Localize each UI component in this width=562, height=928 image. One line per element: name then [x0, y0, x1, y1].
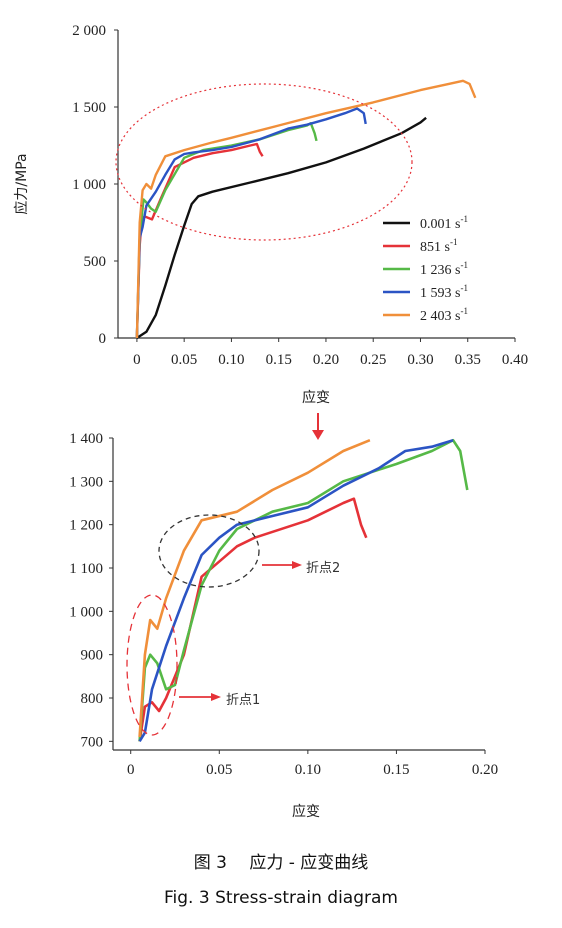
bottom-x-tick-label: 0.05	[206, 762, 232, 778]
bottom-x-tick-label: 0.20	[472, 762, 498, 778]
top-series-line	[136, 116, 427, 340]
top-dotted-ellipse	[115, 83, 413, 241]
legend-entry: 1 236 s-1	[420, 260, 468, 278]
top-series-line	[135, 79, 477, 339]
legend-exponent: -1	[460, 283, 468, 293]
knee-point-2-ellipse	[158, 514, 260, 588]
bottom-series-line	[138, 438, 371, 738]
figure-caption-en: Fig. 3 Stress-strain diagram	[164, 888, 398, 908]
bottom-y-tick-label: 700	[81, 734, 104, 750]
knee-point-2-arrow-head	[292, 561, 302, 569]
top-x-tick-label: 0.15	[266, 352, 292, 368]
top-x-tick-label: 0.05	[171, 352, 197, 368]
bottom-x-tick-label: 0.10	[295, 762, 321, 778]
bottom-series-line	[138, 438, 469, 742]
top-x-tick-label: 0.20	[313, 352, 339, 368]
bottom-y-tick-label: 800	[81, 691, 104, 707]
top-x-tick-label: 0.40	[502, 352, 528, 368]
top-x-tick-label: 0.25	[360, 352, 386, 368]
top-y-tick-label: 2 000	[72, 23, 106, 39]
knee-point-1-arrow-head	[211, 693, 221, 701]
bottom-y-tick-label: 1 300	[69, 474, 103, 490]
top-y-tick-label: 0	[99, 331, 107, 347]
legend-exponent: -1	[460, 214, 468, 224]
top-y-axis-label: 应力/MPa	[13, 153, 30, 214]
bottom-x-tick-label: 0	[127, 762, 135, 778]
top-x-tick-label: 0.35	[455, 352, 481, 368]
knee-point-1-label: 折点1	[226, 693, 260, 708]
top-y-tick-label: 1 500	[72, 100, 106, 116]
top-y-tick-label: 1 000	[72, 177, 106, 193]
bottom-y-tick-label: 1 200	[69, 518, 103, 534]
legend-exponent: -1	[450, 237, 458, 247]
top-y-tick-label: 500	[84, 254, 107, 270]
top-series-line	[135, 122, 318, 339]
legend-entry: 1 593 s-1	[420, 283, 468, 301]
bottom-y-tick-label: 900	[81, 648, 104, 664]
figure-caption-cn: 图 3 应力 - 应变曲线	[193, 853, 369, 873]
bottom-y-tick-label: 1 400	[69, 431, 103, 447]
bottom-y-tick-label: 1 100	[69, 561, 103, 577]
down-arrow-head	[312, 430, 324, 440]
legend-exponent: -1	[460, 260, 468, 270]
legend-entry: 2 403 s-1	[420, 306, 468, 324]
bottom-y-tick-label: 1 000	[69, 604, 103, 620]
bottom-x-axis-label: 应变	[292, 803, 320, 820]
knee-point-2-label: 折点2	[306, 561, 340, 576]
bottom-series-line	[138, 438, 454, 742]
legend-entry: 851 s-1	[420, 237, 457, 255]
top-x-axis-label: 应变	[302, 389, 330, 406]
bottom-series-line	[138, 497, 368, 742]
knee-point-1-ellipse	[126, 594, 178, 736]
legend-entry: 0.001 s-1	[420, 214, 468, 232]
bottom-x-tick-label: 0.15	[383, 762, 409, 778]
top-x-tick-label: 0.30	[407, 352, 433, 368]
top-x-tick-label: 0.10	[218, 352, 244, 368]
legend-exponent: -1	[460, 306, 468, 316]
top-x-tick-label: 0	[133, 352, 141, 368]
top-series-line	[135, 107, 367, 339]
